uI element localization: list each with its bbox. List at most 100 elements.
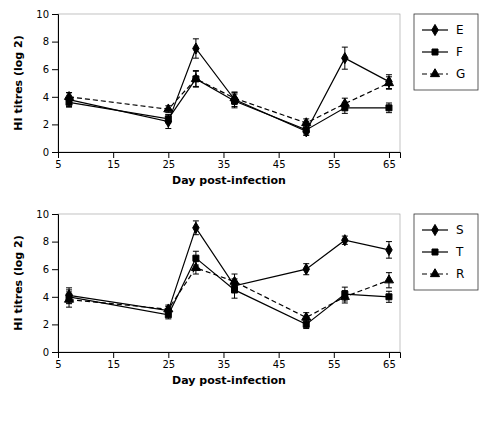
tick: 10 (36, 209, 58, 220)
legend-marker (430, 269, 439, 277)
tick: 15 (107, 352, 120, 370)
marker (230, 93, 239, 101)
tick-mark (52, 214, 58, 215)
legend-label: E (456, 23, 464, 37)
tick-label: 4 (43, 92, 49, 103)
tick-label: 25 (162, 359, 175, 370)
marker (384, 275, 393, 283)
tick-label: 2 (43, 119, 49, 130)
tick: 55 (328, 152, 341, 170)
series (64, 262, 393, 323)
series-line (69, 79, 389, 130)
tick-mark (52, 69, 58, 70)
error-bar (386, 242, 392, 259)
tick: 65 (383, 152, 396, 170)
legend-marker (432, 49, 438, 55)
marker (165, 116, 171, 127)
tick: 4 (43, 92, 58, 103)
tick-mark (279, 352, 280, 358)
legend-item: G (422, 67, 465, 81)
legend: EFG (414, 14, 478, 90)
tick-label: 45 (273, 359, 286, 370)
tick-mark (52, 242, 58, 243)
tick-label: 6 (43, 264, 49, 275)
legend-label: R (456, 267, 464, 281)
marker (191, 263, 200, 271)
series (66, 251, 392, 328)
tick-label: 8 (43, 236, 49, 247)
legend-item: R (422, 267, 464, 281)
marker (386, 294, 392, 300)
tick: 15 (107, 152, 120, 170)
marker (342, 235, 348, 246)
tick-mark (113, 152, 114, 158)
marker (193, 43, 199, 54)
x-axis-title: Day post-infection (172, 374, 286, 387)
series-line (69, 228, 389, 311)
tick-mark (52, 297, 58, 298)
error-bar (386, 291, 392, 302)
series (64, 71, 393, 127)
tick: 35 (218, 352, 231, 370)
legend-item: T (422, 245, 464, 259)
tick-label: 35 (218, 359, 231, 370)
tick: 5 (55, 152, 61, 170)
tick-label: 5 (55, 359, 61, 370)
legend-label: T (455, 245, 464, 259)
tick: 0 (43, 347, 58, 358)
axis-line (59, 353, 401, 359)
legend-item: S (422, 223, 464, 237)
series-line (69, 258, 389, 324)
tick-mark (52, 14, 58, 15)
marker (191, 74, 200, 82)
marker (64, 92, 73, 100)
y-axis: 0246810 (36, 9, 58, 158)
tick: 2 (43, 119, 58, 130)
panel: 51525354555650246810Day post-infectionHI… (12, 9, 478, 187)
tick-mark (52, 324, 58, 325)
error-bar (386, 103, 392, 113)
tick: 4 (43, 292, 58, 303)
legend-frame (414, 14, 478, 90)
tick: 35 (218, 152, 231, 170)
error-bar (303, 264, 309, 275)
tick-mark (389, 352, 390, 358)
tick-label: 10 (36, 209, 49, 220)
x-axis: 5152535455565 (55, 152, 400, 170)
legend-label: G (456, 67, 465, 81)
tick-mark (52, 42, 58, 43)
marker (384, 78, 393, 86)
tick: 6 (43, 264, 58, 275)
tick-label: 65 (383, 159, 396, 170)
tick: 45 (273, 352, 286, 370)
tick-label: 45 (273, 159, 286, 170)
marks (64, 39, 393, 137)
tick-label: 10 (36, 9, 49, 20)
legend: STR (414, 214, 478, 290)
marker (164, 304, 173, 312)
tick-label: 8 (43, 36, 49, 47)
tick-label: 65 (383, 359, 396, 370)
tick-mark (334, 152, 335, 158)
plot-frame (58, 214, 400, 352)
tick-label: 55 (328, 359, 341, 370)
error-bar (342, 47, 348, 69)
tick-mark (223, 152, 224, 158)
marker (303, 264, 309, 275)
y-axis-title: HI titres (log 2) (12, 235, 25, 330)
tick: 2 (43, 319, 58, 330)
tick: 10 (36, 9, 58, 20)
series-line (69, 79, 389, 123)
legend-item: E (422, 23, 464, 37)
tick-label: 0 (43, 147, 49, 158)
tick-label: 5 (55, 159, 61, 170)
tick-mark (168, 352, 169, 358)
legend-frame (414, 214, 478, 290)
tick-mark (52, 352, 58, 353)
marker (303, 127, 309, 133)
tick: 55 (328, 352, 341, 370)
marks (64, 221, 393, 329)
tick: 0 (43, 147, 58, 158)
plot-frame (58, 14, 400, 152)
legend-marker (430, 69, 439, 77)
